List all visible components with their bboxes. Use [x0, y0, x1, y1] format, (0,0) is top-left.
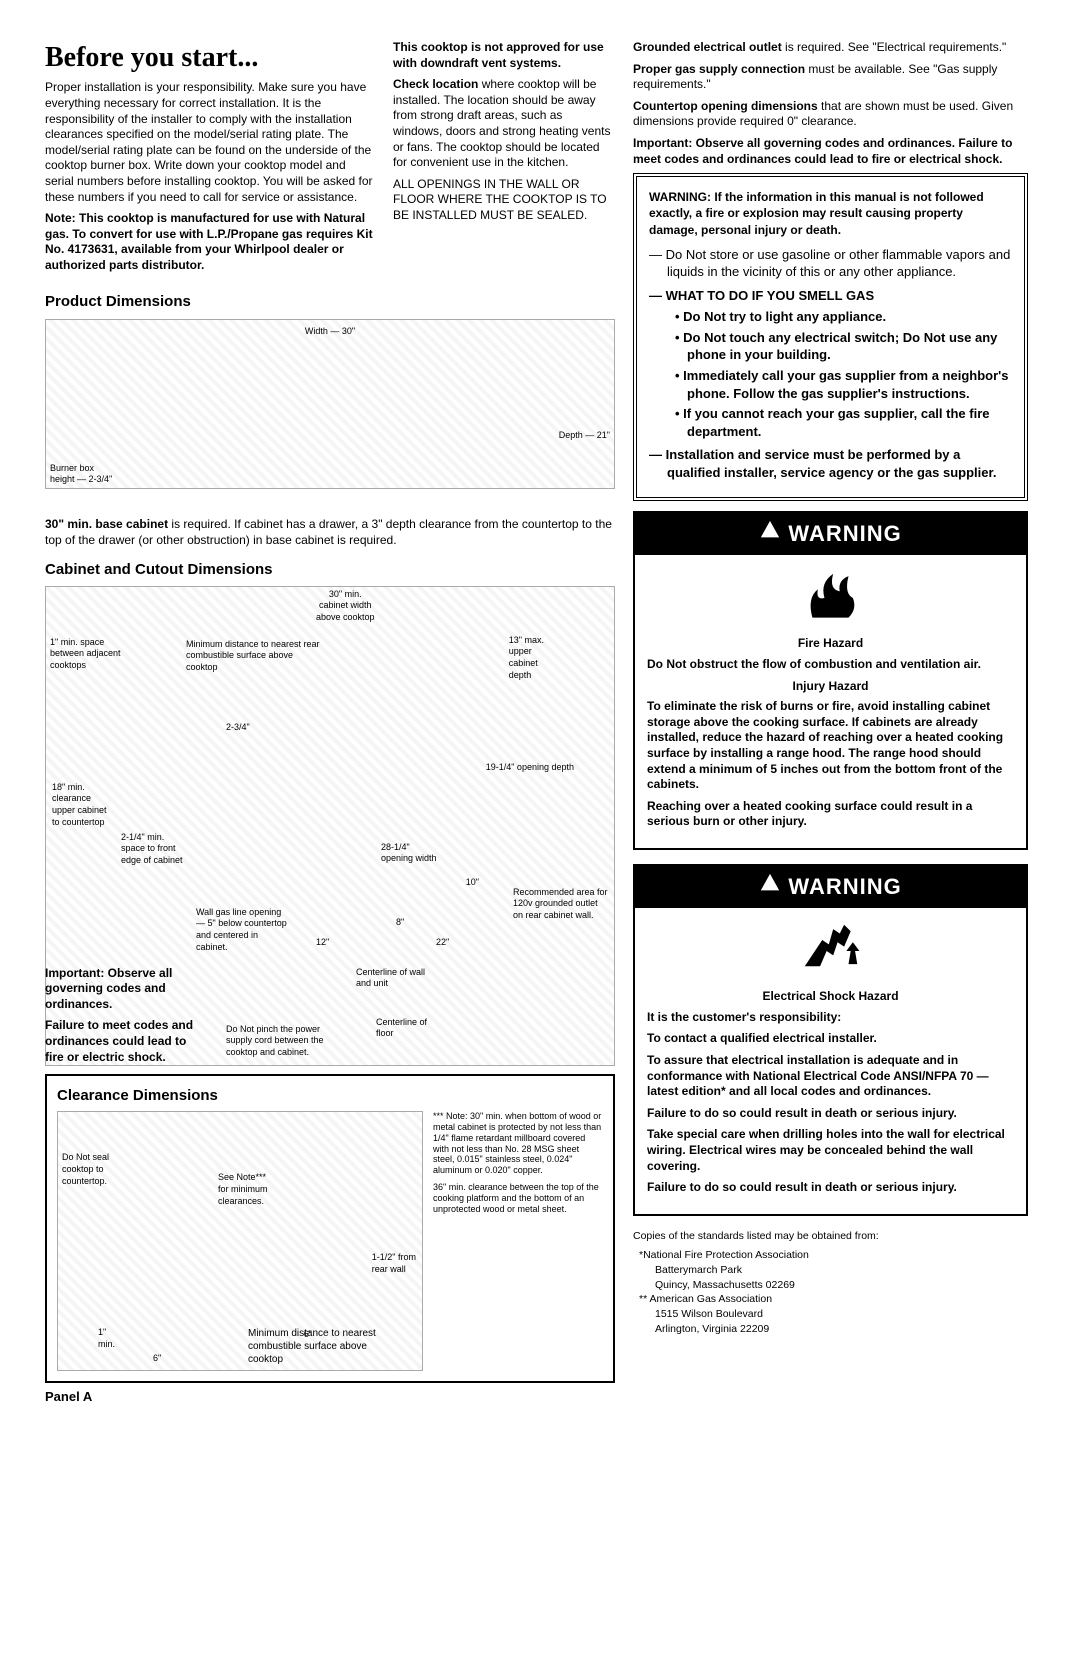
product-dimensions-diagram: Width — 30" Depth — 21" Burner box heigh…: [45, 319, 615, 509]
shock-p5: Take special care when drilling holes in…: [647, 1127, 1014, 1174]
2814-label: 28-1/4" opening width: [381, 842, 437, 865]
fire-hazard-hd: Fire Hazard: [647, 636, 1014, 652]
shock-p6: Failure to do so could result in death o…: [647, 1180, 1014, 1196]
intro-paragraph: Proper installation is your responsibili…: [45, 80, 375, 205]
cutout-important2: Failure to meet codes and ordinances cou…: [45, 1018, 205, 1065]
countertop-dim-text: Countertop opening dimensions that are s…: [633, 99, 1028, 130]
gas-supply-text: Proper gas supply connection must be ava…: [633, 62, 1028, 93]
upper-cab-depth-label: 13" max. upper cabinet depth: [509, 635, 544, 682]
ref2-line2: 1515 Wilson Boulevard: [633, 1308, 1028, 1322]
observe-codes-text: Important: Observe all governing codes a…: [633, 136, 1028, 167]
shock-p1: It is the customer's responsibility:: [647, 1010, 1014, 1026]
grounded-outlet-body: is required. See "Electrical requirement…: [782, 40, 1007, 54]
warning-header-1: WARNING: [635, 513, 1026, 555]
centerline-floor-label: Centerline of floor: [376, 1017, 446, 1040]
product-cabinet-note: 30" min. base cabinet is required. If ca…: [45, 517, 615, 548]
ref1-line3: Quincy, Massachusetts 02269: [633, 1279, 1028, 1293]
warn-smell-gas-hd: WHAT TO DO IF YOU SMELL GAS: [649, 287, 1012, 305]
warning-outer-box: WARNING: If the information in this manu…: [633, 173, 1028, 501]
min-dist-combust-label: Minimum distance to nearest combustible …: [248, 1327, 398, 1366]
warn-bullet-3: Immediately call your gas supplier from …: [675, 367, 1012, 402]
warn-bullet-1: Do Not try to light any appliance.: [675, 308, 1012, 326]
warning-label-1: WARNING: [788, 521, 901, 546]
ref2-line1: ** American Gas Association: [633, 1293, 1028, 1307]
ref1-line1: *National Fire Protection Association: [633, 1249, 1028, 1263]
pinch-label: Do Not pinch the power supply cord betwe…: [226, 1024, 346, 1059]
shock-p4: Failure to do so could result in death o…: [647, 1106, 1014, 1122]
see-note-label: See Note*** for minimum clearances.: [218, 1172, 268, 1207]
centerline-wall-label: Centerline of wall and unit: [356, 967, 436, 990]
injury-hazard-p2: Reaching over a heated cooking surface c…: [647, 799, 1014, 830]
ref1-line2: Batterymarch Park: [633, 1264, 1028, 1278]
depth-label: Depth — 21": [559, 430, 610, 442]
cutout-heading: Cabinet and Cutout Dimensions: [45, 560, 615, 580]
warning-triangle-icon: [759, 519, 781, 549]
warning-label-2: WARNING: [788, 874, 901, 899]
base-cabinet-label: 30" min. base cabinet: [45, 517, 168, 531]
warning-heading: WARNING: If the information in this manu…: [649, 189, 1012, 238]
cutout-diagram: 30" min. cabinet width above cooktop 1" …: [45, 586, 615, 1066]
grounded-outlet-label: Grounded electrical outlet: [633, 40, 782, 54]
shock-p2: To contact a qualified electrical instal…: [647, 1031, 1014, 1047]
warn-bullet-2: Do Not touch any electrical switch; Do N…: [675, 329, 1012, 364]
cutout-important: Important: Observe all governing codes a…: [45, 966, 205, 1013]
gas-supply-label: Proper gas supply connection: [633, 62, 805, 76]
shock-hand-icon: [635, 908, 1026, 984]
shock-hazard-hd: Electrical Shock Hazard: [647, 989, 1014, 1005]
1min-label: 1" min.: [98, 1327, 115, 1350]
intro-note: Note: This cooktop is manufactured for u…: [45, 211, 375, 273]
height-label: Burner box height — 2-3/4": [50, 463, 112, 486]
fire-hazard-p1: Do Not obstruct the flow of combustion a…: [647, 657, 1014, 673]
8in-label: 8": [396, 917, 404, 929]
countertop-dim-label: Countertop opening dimensions: [633, 99, 818, 113]
outlet-label: Recommended area for 120v grounded outle…: [513, 887, 608, 922]
mid-not-approved: This cooktop is not approved for use wit…: [393, 40, 613, 71]
1914-label: 19-1/4" opening depth: [486, 762, 574, 774]
warning-fire-box: WARNING Fire Hazard Do Not obstruct the …: [633, 511, 1028, 850]
warning-header-2: WARNING: [635, 866, 1026, 908]
page-title: Before you start...: [45, 40, 375, 76]
6in-label-1: 6": [153, 1353, 161, 1365]
panel-label: Panel A: [45, 1389, 615, 1406]
fire-icon: [635, 555, 1026, 631]
adjacent-space-label: 1" min. space between adjacent cooktops: [50, 637, 121, 672]
warn-bullet-4: If you cannot reach your gas supplier, c…: [675, 405, 1012, 440]
mid-openings: ALL OPENINGS IN THE WALL OR FLOOR WHERE …: [393, 177, 613, 224]
18min-label: 18" min. clearance upper cabinet to coun…: [52, 782, 107, 829]
warning-shock-box: WARNING Electrical Shock Hazard It is th…: [633, 864, 1028, 1216]
22in-label: 22": [436, 937, 449, 949]
warn-dash-1: Do Not store or use gasoline or other fl…: [649, 246, 1012, 281]
gas-line-label: Wall gas line opening — 5" below counter…: [196, 907, 291, 954]
ref2-line3: Arlington, Virginia 22209: [633, 1323, 1028, 1337]
check-location-label: Check location: [393, 77, 478, 91]
10in-label: 10": [466, 877, 479, 889]
refs-intro: Copies of the standards listed may be ob…: [633, 1230, 1028, 1244]
injury-hazard-hd: Injury Hazard: [647, 679, 1014, 695]
mid-check-location: Check location where cooktop will be ins…: [393, 77, 613, 171]
cab-width-label: 30" min. cabinet width above cooktop: [316, 589, 375, 624]
injury-hazard-p1: To eliminate the risk of burns or fire, …: [647, 699, 1014, 793]
214min-label: 2-1/4" min. space to front edge of cabin…: [121, 832, 183, 867]
warning-triangle-icon-2: [759, 872, 781, 902]
12in-label: 12": [316, 937, 329, 949]
warn-dash-3: Installation and service must be perform…: [649, 446, 1012, 481]
shock-p3: To assure that electrical installation i…: [647, 1053, 1014, 1100]
clearance-note-2: 36" min. clearance between the top of th…: [433, 1182, 603, 1214]
width-label: Width — 30": [305, 326, 355, 338]
no-seal-label: Do Not seal cooktop to countertop.: [62, 1152, 132, 1187]
product-dimensions-heading: Product Dimensions: [45, 292, 615, 312]
grounded-outlet-text: Grounded electrical outlet is required. …: [633, 40, 1028, 56]
234-label: 2-3/4": [226, 722, 250, 734]
clearance-diagram-box: Clearance Dimensions Do Not seal cooktop…: [45, 1074, 615, 1384]
clearance-heading: Clearance Dimensions: [57, 1086, 603, 1106]
clearance-note-1: *** Note: 30" min. when bottom of wood o…: [433, 1111, 603, 1176]
rear-wall-label: 1-1/2" from rear wall: [372, 1252, 416, 1275]
min-dist-label: Minimum distance to nearest rear combust…: [186, 639, 326, 674]
